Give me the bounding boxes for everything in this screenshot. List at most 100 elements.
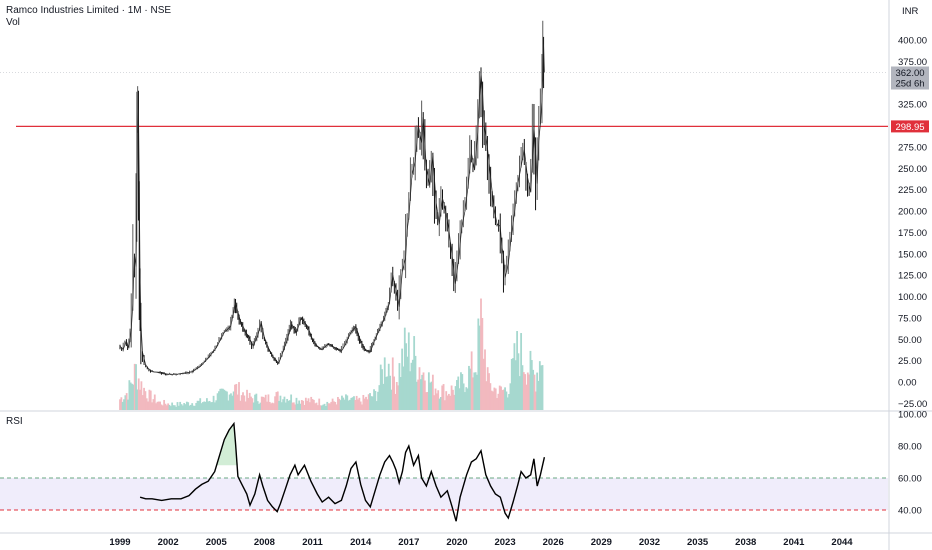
rsi-line: [139, 421, 546, 522]
volume-bar: [537, 380, 540, 410]
volume-bar: [246, 389, 248, 410]
volume-bar: [353, 396, 355, 410]
time-axis-tick: 2005: [206, 537, 228, 548]
volume-bar: [299, 403, 302, 410]
volume-bar: [452, 389, 454, 410]
volume-bar: [492, 391, 494, 410]
volume-bar: [272, 403, 275, 410]
volume-bar: [260, 396, 263, 410]
volume-bar: [208, 400, 211, 410]
rsi-axis-tick: 100.00: [898, 410, 927, 421]
volume-bar: [505, 391, 508, 410]
volume-bar: [132, 384, 135, 410]
resistance-price-tag: [891, 120, 929, 133]
volume-bar: [231, 395, 234, 410]
volume-bar: [197, 400, 200, 410]
volume-bar: [160, 404, 163, 410]
volume-bar: [294, 404, 297, 410]
volume-bar: [434, 388, 437, 410]
volume-bar: [394, 393, 397, 410]
volume-bar: [425, 392, 428, 410]
volume-bar: [518, 376, 521, 410]
volume-bar: [334, 401, 337, 410]
volume-bar: [251, 398, 254, 410]
volume-bar: [177, 405, 180, 410]
volume-bar: [279, 395, 282, 410]
volume-bar: [520, 333, 523, 410]
volume-bar: [196, 400, 199, 410]
volume-label: Vol: [6, 17, 20, 28]
volume-bar: [175, 406, 178, 410]
volume-bar: [124, 395, 127, 410]
volume-bar: [212, 395, 215, 410]
volume-bar: [442, 384, 445, 410]
volume-bar: [500, 386, 502, 410]
volume-bar: [540, 365, 543, 410]
volume-bar: [366, 399, 369, 410]
volume-bar: [476, 374, 478, 410]
time-axis-tick: 2035: [687, 537, 709, 548]
volume-bar: [135, 364, 137, 410]
price-axis-tick: 175.00: [898, 228, 927, 239]
volume-bar: [399, 377, 402, 410]
volume-bar: [311, 399, 314, 410]
volume-bar: [370, 396, 373, 410]
volume-bar: [211, 402, 214, 410]
time-axis-tick: 2014: [350, 537, 372, 548]
volume-bar: [168, 404, 171, 410]
volume-bar: [295, 397, 298, 410]
volume-bar: [379, 364, 382, 410]
volume-bar: [219, 388, 222, 410]
rsi-axis-tick: 80.00: [898, 442, 922, 453]
volume-bar: [383, 357, 386, 410]
volume-bar: [255, 393, 258, 410]
volume-bar: [338, 398, 341, 410]
volume-bar: [161, 405, 164, 410]
volume-bar: [218, 391, 220, 410]
volume-bar: [419, 379, 422, 410]
volume-bar: [498, 385, 501, 410]
volume-bar: [409, 371, 412, 410]
volume-bar: [446, 395, 449, 410]
countdown-label: 25d 6h: [895, 78, 924, 89]
volume-bar: [438, 398, 441, 410]
volume-bar: [236, 394, 239, 410]
volume-bar: [529, 350, 532, 410]
volume-bar: [405, 343, 408, 410]
volume-bar: [206, 398, 208, 410]
volume-bar: [486, 367, 489, 410]
volume-bar: [266, 401, 268, 410]
volume-bar: [303, 404, 306, 410]
volume-bar: [358, 397, 361, 410]
volume-bar: [267, 394, 270, 410]
price-axis-tick: 75.00: [898, 313, 922, 324]
volume-bar: [354, 399, 357, 410]
volume-bar: [460, 372, 462, 410]
volume-bar: [238, 382, 240, 410]
volume-bar: [258, 404, 260, 410]
volume-bar: [514, 360, 517, 410]
volume-bar: [423, 380, 426, 410]
volume-bar: [286, 398, 289, 410]
price-axis-tick: 0.00: [898, 378, 917, 389]
volume-bar: [391, 357, 394, 410]
volume-bar: [410, 362, 413, 410]
price-axis-tick: 50.00: [898, 335, 922, 346]
volume-bar: [377, 391, 379, 410]
volume-bar: [214, 402, 216, 410]
volume-bar: [204, 401, 207, 410]
volume-bar: [183, 403, 186, 410]
volume-bar: [430, 381, 433, 410]
volume-bar: [316, 405, 319, 410]
volume-bar: [271, 402, 274, 410]
volume-bar: [145, 398, 148, 410]
volume-bar: [131, 383, 133, 410]
volume-bar: [536, 372, 539, 410]
volume-bar: [532, 369, 535, 410]
volume-bar: [484, 349, 486, 410]
volume-bar: [367, 394, 370, 410]
volume-bar: [143, 387, 145, 410]
volume-bar: [276, 391, 279, 410]
volume-bar: [322, 404, 325, 410]
volume-bar: [490, 390, 493, 410]
